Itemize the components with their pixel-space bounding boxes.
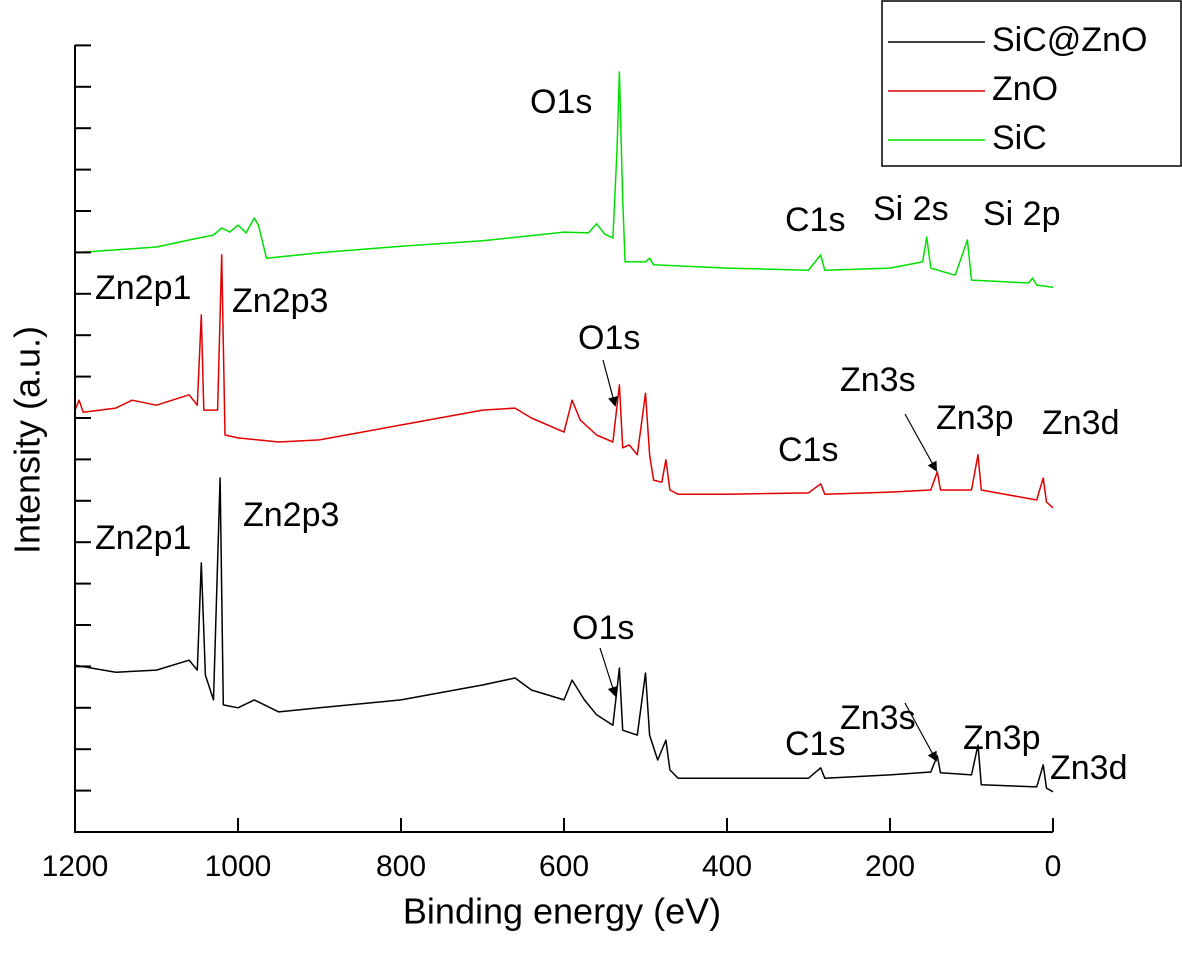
x-tick-label: 0 — [1045, 850, 1062, 883]
peak-label: Zn2p3 — [243, 496, 339, 534]
peak-label: Zn3d — [1042, 404, 1120, 442]
peak-label: Si 2p — [983, 195, 1061, 233]
spectrum-line — [74, 477, 1054, 793]
x-tick-label: 800 — [376, 850, 426, 883]
annotation-arrow — [602, 359, 618, 407]
annotation-arrow — [904, 413, 937, 472]
annotation-arrow — [904, 702, 937, 762]
legend-label: SiC — [992, 119, 1047, 157]
legend — [881, 0, 1182, 167]
peak-label: C1s — [778, 431, 838, 469]
peak-label: Si 2s — [873, 190, 949, 228]
peak-label: O1s — [530, 83, 592, 121]
peak-label: C1s — [785, 725, 845, 763]
peak-label: Zn3d — [1050, 749, 1128, 787]
legend-label: SiC@ZnO — [992, 21, 1147, 59]
x-tick-label: 1000 — [205, 850, 272, 883]
y-axis-label: Intensity (a.u.) — [7, 326, 48, 554]
peak-label: O1s — [578, 319, 640, 357]
x-tick-label: 1200 — [42, 850, 109, 883]
legend-label: ZnO — [992, 70, 1058, 108]
peak-label: Zn3s — [840, 361, 916, 399]
spectrum-line — [74, 254, 1054, 509]
spectrum-line — [74, 71, 1054, 288]
plot-area — [74, 71, 1054, 793]
x-tick-label: 400 — [702, 850, 752, 883]
peak-label: Zn3p — [963, 719, 1041, 757]
peak-label: C1s — [785, 201, 845, 239]
peak-label: Zn2p1 — [95, 519, 191, 557]
peak-label: Zn2p3 — [232, 282, 328, 320]
peak-label: O1s — [572, 609, 634, 647]
x-axis-label: Binding energy (eV) — [403, 891, 721, 932]
annotation-arrow — [599, 647, 618, 697]
peak-label: Zn2p1 — [95, 269, 191, 307]
x-tick-label: 600 — [539, 850, 589, 883]
peak-label: Zn3p — [936, 399, 1014, 437]
peak-label: Zn3s — [840, 699, 916, 737]
x-tick-label: 200 — [865, 850, 915, 883]
legend-box — [881, 0, 1182, 167]
